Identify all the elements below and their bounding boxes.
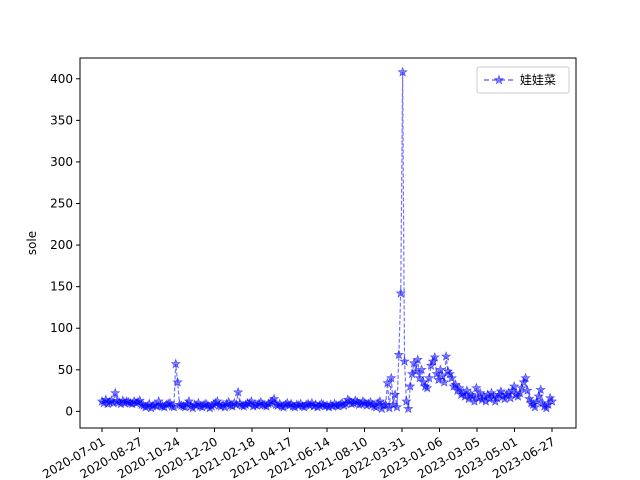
data-point — [516, 382, 527, 393]
data-point — [423, 372, 435, 383]
legend-label: 娃娃菜 — [520, 73, 556, 87]
data-point — [535, 384, 546, 395]
data-point — [110, 387, 121, 398]
data-point — [414, 372, 425, 383]
data-point — [431, 368, 442, 379]
data-point — [401, 395, 412, 406]
data-point — [524, 393, 535, 404]
plot-frame — [79, 57, 577, 429]
data-point — [391, 401, 403, 412]
y-tick-label: 50 — [58, 363, 73, 377]
y-tick-label: 200 — [50, 238, 73, 252]
data-point — [495, 385, 507, 396]
legend-box — [476, 66, 570, 94]
y-tick-label: 250 — [50, 197, 73, 211]
data-point — [439, 376, 450, 387]
data-point — [435, 364, 446, 375]
data-point — [508, 380, 520, 391]
data-point — [520, 372, 531, 383]
data-point — [546, 395, 558, 406]
data-point — [471, 382, 482, 393]
data-point — [416, 364, 427, 375]
data-point — [389, 389, 401, 400]
data-point — [395, 287, 406, 298]
y-tick-label: 100 — [50, 321, 73, 335]
data-point — [172, 376, 183, 387]
data-point — [454, 382, 465, 393]
data-point — [134, 395, 146, 405]
data-point — [153, 395, 164, 406]
y-axis: 0 50 100 150 200 250 300 350 400 — [50, 72, 80, 418]
data-point — [399, 356, 410, 366]
data-point — [374, 395, 386, 406]
data-point — [429, 351, 440, 362]
y-axis-label: sole — [25, 231, 39, 255]
data-point — [170, 358, 181, 369]
data-point — [446, 372, 457, 383]
data-point — [522, 385, 533, 396]
data-point — [440, 351, 452, 361]
data-point — [268, 393, 280, 404]
data-point — [393, 349, 405, 360]
legend-star-icon — [493, 74, 505, 85]
y-tick-label: 400 — [50, 72, 73, 86]
data-point — [232, 386, 244, 397]
data-point — [467, 390, 478, 401]
data-point — [397, 66, 408, 77]
legend-marker-icon — [493, 74, 505, 85]
data-point — [444, 368, 456, 379]
data-point — [531, 395, 543, 406]
data-point — [168, 401, 180, 412]
series-layer — [96, 66, 558, 414]
data-point — [422, 382, 433, 393]
data-point — [514, 387, 526, 398]
data-point — [382, 377, 393, 388]
data-point — [405, 380, 416, 391]
y-tick-label: 350 — [50, 113, 73, 127]
data-point — [529, 401, 541, 412]
y-tick-label: 0 — [65, 404, 73, 418]
data-point — [183, 395, 195, 406]
y-tick-label: 150 — [50, 280, 73, 294]
data-point — [386, 372, 397, 383]
data-point — [461, 385, 473, 396]
data-point — [212, 395, 223, 406]
data-point — [403, 403, 414, 414]
data-point — [412, 354, 423, 365]
y-tick-label: 300 — [50, 155, 73, 169]
data-point — [533, 390, 544, 401]
legend[interactable]: 娃娃菜 — [476, 66, 570, 94]
